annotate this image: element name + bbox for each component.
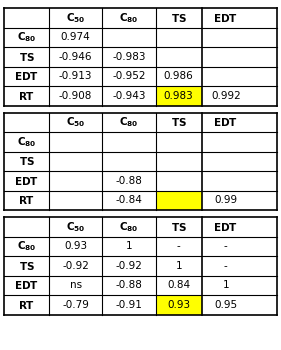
Text: -0.88: -0.88: [115, 280, 142, 290]
Text: -0.88: -0.88: [115, 176, 142, 186]
Text: $\mathbf{C_{80}}$: $\mathbf{C_{80}}$: [17, 30, 36, 44]
Bar: [155, 190, 202, 210]
Text: $\mathbf{C_{50}}$: $\mathbf{C_{50}}$: [66, 116, 85, 129]
Text: -0.952: -0.952: [112, 71, 146, 81]
Text: 1: 1: [175, 261, 182, 271]
Text: -0.983: -0.983: [112, 52, 146, 62]
Text: ns: ns: [70, 280, 82, 290]
Text: $\mathbf{C_{80}}$: $\mathbf{C_{80}}$: [119, 220, 139, 234]
Text: 0.93: 0.93: [64, 241, 87, 251]
Text: 0.992: 0.992: [211, 91, 241, 101]
Text: $\mathbf{C_{80}}$: $\mathbf{C_{80}}$: [17, 239, 36, 253]
Text: $\mathbf{TS}$: $\mathbf{TS}$: [19, 155, 35, 167]
Text: -0.908: -0.908: [59, 91, 92, 101]
Text: $\mathbf{EDT}$: $\mathbf{EDT}$: [14, 70, 39, 82]
Text: 0.84: 0.84: [167, 280, 190, 290]
Text: $\mathbf{EDT}$: $\mathbf{EDT}$: [213, 12, 238, 24]
Text: $\mathbf{RT}$: $\mathbf{RT}$: [18, 90, 35, 102]
Text: 0.974: 0.974: [61, 32, 90, 42]
Text: $\mathbf{EDT}$: $\mathbf{EDT}$: [14, 279, 39, 291]
Text: $\mathbf{TS}$: $\mathbf{TS}$: [19, 260, 35, 272]
Text: -0.943: -0.943: [112, 91, 146, 101]
Bar: [4, 112, 277, 210]
Text: -0.84: -0.84: [115, 195, 142, 205]
Text: 0.93: 0.93: [167, 300, 190, 310]
Bar: [4, 217, 277, 315]
Text: 1: 1: [126, 241, 132, 251]
Text: 0.983: 0.983: [164, 91, 194, 101]
Text: $\mathbf{RT}$: $\mathbf{RT}$: [18, 194, 35, 206]
Text: -: -: [177, 241, 181, 251]
Text: $\mathbf{C_{50}}$: $\mathbf{C_{50}}$: [66, 220, 85, 234]
Text: $\mathbf{TS}$: $\mathbf{TS}$: [171, 12, 187, 24]
Text: -0.91: -0.91: [115, 300, 142, 310]
Text: 0.95: 0.95: [214, 300, 237, 310]
Bar: [155, 86, 202, 105]
Text: -0.913: -0.913: [59, 71, 92, 81]
Text: 0.99: 0.99: [214, 195, 237, 205]
Text: -0.92: -0.92: [115, 261, 142, 271]
Text: $\mathbf{C_{80}}$: $\mathbf{C_{80}}$: [119, 116, 139, 129]
Text: $\mathbf{C_{50}}$: $\mathbf{C_{50}}$: [66, 11, 85, 24]
Text: -0.946: -0.946: [59, 52, 92, 62]
Text: $\mathbf{EDT}$: $\mathbf{EDT}$: [14, 175, 39, 187]
Bar: [155, 295, 202, 315]
Text: $\mathbf{EDT}$: $\mathbf{EDT}$: [213, 116, 238, 128]
Bar: [4, 8, 277, 105]
Text: $\mathbf{RT}$: $\mathbf{RT}$: [18, 299, 35, 311]
Text: 0.986: 0.986: [164, 71, 194, 81]
Text: $\mathbf{C_{80}}$: $\mathbf{C_{80}}$: [17, 135, 36, 149]
Text: -: -: [224, 241, 228, 251]
Text: -0.79: -0.79: [62, 300, 89, 310]
Text: 1: 1: [223, 280, 229, 290]
Text: $\mathbf{EDT}$: $\mathbf{EDT}$: [213, 221, 238, 233]
Text: -0.92: -0.92: [62, 261, 89, 271]
Text: $\mathbf{TS}$: $\mathbf{TS}$: [171, 116, 187, 128]
Text: $\mathbf{C_{80}}$: $\mathbf{C_{80}}$: [119, 11, 139, 24]
Text: $\mathbf{TS}$: $\mathbf{TS}$: [171, 221, 187, 233]
Text: -: -: [224, 261, 228, 271]
Text: $\mathbf{TS}$: $\mathbf{TS}$: [19, 51, 35, 63]
